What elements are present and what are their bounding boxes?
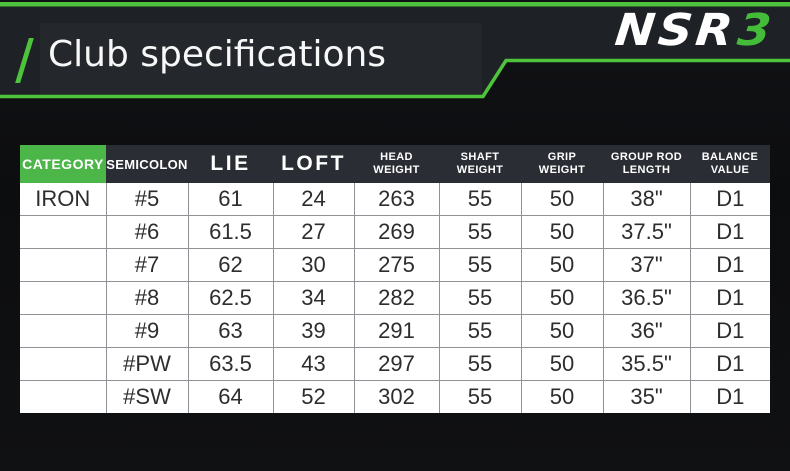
table-cell: 55: [438, 281, 522, 315]
table-cell: 34: [272, 281, 355, 315]
table-cell: 36.5": [602, 281, 691, 315]
table-cell: D1: [689, 248, 770, 282]
table-cell: 55: [438, 347, 522, 381]
table-cell: 55: [438, 314, 522, 348]
brand-logo-text: NSR: [612, 5, 739, 56]
table-cell: #SW: [105, 380, 189, 413]
column-header-category: CATEGORY: [20, 145, 106, 183]
table-cell: 275: [353, 248, 440, 282]
page-title: Club specifications: [48, 34, 387, 75]
table-cell: 50: [520, 248, 604, 282]
table-cell: 282: [353, 281, 440, 315]
table-row: IRON #5 61 24 263 55 50 38" D1: [20, 183, 770, 216]
table-cell: [20, 380, 107, 413]
table-cell: 37.5": [602, 215, 691, 249]
table-cell: 64: [187, 380, 274, 413]
column-header-head-weight: HEAD WEIGHT: [354, 145, 439, 183]
table-cell: 55: [438, 380, 522, 413]
column-header-balance-value: BALANCE VALUE: [690, 145, 770, 183]
header-row: CATEGORY SEMICOLON LIE LOFT HEAD WEIGHT …: [20, 145, 770, 183]
table-row: #PW 63.5 43 297 55 50 35.5" D1: [20, 347, 770, 381]
table-cell: D1: [689, 347, 770, 381]
table-cell: [20, 215, 107, 249]
table-body: IRON #5 61 24 263 55 50 38" D1 #6 61.5 27 269 55 50 37.…: [20, 183, 770, 413]
table-cell: #7: [105, 248, 189, 282]
table-cell: 43: [272, 347, 355, 381]
column-header-shaft-weight: SHAFT WEIGHT: [439, 145, 521, 183]
table-cell: IRON: [20, 183, 107, 216]
table-cell: 263: [353, 183, 440, 216]
table-cell: 36": [602, 314, 691, 348]
table-cell: D1: [689, 314, 770, 348]
table-cell: 291: [353, 314, 440, 348]
table-cell: #PW: [105, 347, 189, 381]
bottom-accent-line: [0, 58, 790, 99]
table-cell: #8: [105, 281, 189, 315]
table-cell: 55: [438, 215, 522, 249]
spec-table: CATEGORY SEMICOLON LIE LOFT HEAD WEIGHT …: [20, 145, 770, 413]
title-panel: [40, 23, 482, 95]
table-cell: [20, 281, 107, 315]
table-cell: 297: [353, 347, 440, 381]
table-cell: 35": [602, 380, 691, 413]
table-cell: [20, 314, 107, 348]
table-cell: 50: [520, 347, 604, 381]
table-cell: 35.5": [602, 347, 691, 381]
table-row: #8 62.5 34 282 55 50 36.5" D1: [20, 281, 770, 315]
header-band: [0, 2, 790, 99]
column-header-semicolon: SEMICOLON: [106, 145, 188, 183]
table-cell: 63.5: [187, 347, 274, 381]
table-row: #9 63 39 291 55 50 36" D1: [20, 314, 770, 348]
column-header-lie: LIE: [188, 145, 273, 183]
table-cell: 269: [353, 215, 440, 249]
column-header-grip-weight: GRIP WEIGHT: [521, 145, 603, 183]
table-cell: 50: [520, 281, 604, 315]
table-cell: D1: [689, 380, 770, 413]
table-cell: #9: [105, 314, 189, 348]
table-row: #6 61.5 27 269 55 50 37.5" D1: [20, 215, 770, 249]
table-cell: 52: [272, 380, 355, 413]
table-cell: 50: [520, 380, 604, 413]
table-cell: 55: [438, 248, 522, 282]
table-cell: #5: [105, 183, 189, 216]
column-header-group-rod-length: GROUP ROD LENGTH: [603, 145, 690, 183]
top-accent-line: [0, 2, 790, 7]
brand-logo-suffix: 3: [735, 5, 777, 56]
table-cell: D1: [689, 215, 770, 249]
table-cell: 61.5: [187, 215, 274, 249]
table-cell: 50: [520, 183, 604, 216]
table-cell: 61: [187, 183, 274, 216]
table-cell: 63: [187, 314, 274, 348]
table-cell: D1: [689, 183, 770, 216]
table-cell: [20, 347, 107, 381]
table-cell: #6: [105, 215, 189, 249]
table-cell: 38": [602, 183, 691, 216]
table-cell: 302: [353, 380, 440, 413]
column-header-loft: LOFT: [273, 145, 354, 183]
table-cell: 24: [272, 183, 355, 216]
table-cell: 27: [272, 215, 355, 249]
brand-logo: NSR3: [613, 5, 777, 56]
table-cell: 30: [272, 248, 355, 282]
table-cell: 50: [520, 215, 604, 249]
table-row: #7 62 30 275 55 50 37" D1: [20, 248, 770, 282]
table-cell: [20, 248, 107, 282]
table-cell: 37": [602, 248, 691, 282]
table-cell: 62: [187, 248, 274, 282]
table-cell: 50: [520, 314, 604, 348]
table-cell: 55: [438, 183, 522, 216]
table-row: #SW 64 52 302 55 50 35" D1: [20, 380, 770, 413]
table-cell: D1: [689, 281, 770, 315]
table-cell: 39: [272, 314, 355, 348]
table-cell: 62.5: [187, 281, 274, 315]
